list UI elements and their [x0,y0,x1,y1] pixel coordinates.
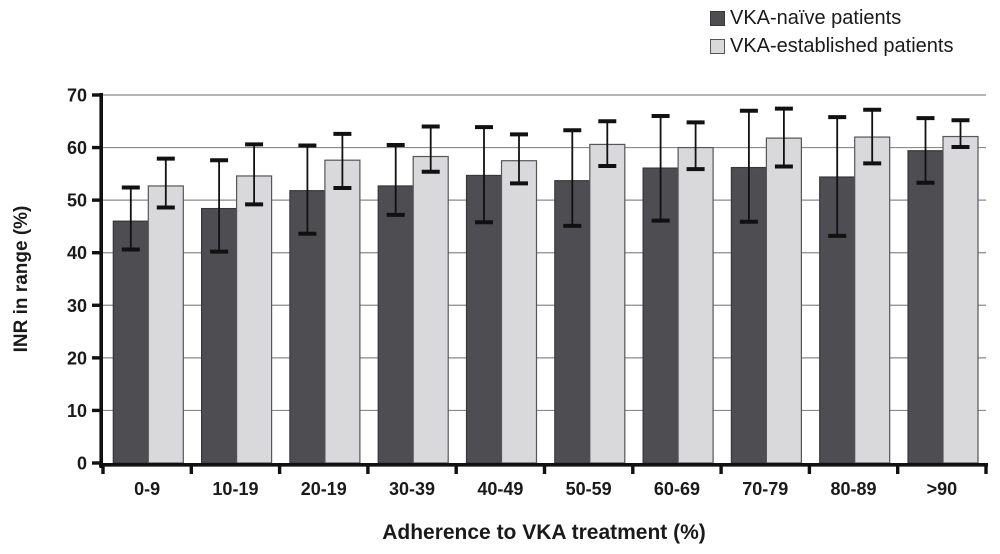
y-axis-title: INR in range (%) [11,205,32,353]
bar-naive-30-39 [377,185,414,464]
x-axis-ticks: 0-9 10-19 20-19 30-39 40-49 50-59 60-69 70-79 80… [101,464,988,499]
bar-naive->90 [907,150,944,464]
legend-swatch-naive-icon [710,10,725,26]
x-tick-label: 0-9 [134,479,160,499]
x-tick-label: 40-49 [477,479,523,499]
bar-naive-0-9 [112,220,149,464]
bar-established-80-89 [854,136,891,464]
x-axis-title: Adherence to VKA treatment (%) [382,521,706,544]
legend-label-naive: VKA-naïve patients [730,6,902,29]
y-tick-label: 20 [67,348,87,368]
x-tick-label: 60-69 [654,479,700,499]
y-tick-label: 70 [67,86,87,106]
bar-established-20-19 [324,159,361,464]
x-tick-label: 50-59 [566,479,612,499]
bar-established-10-19 [236,175,273,464]
legend-item-naive: VKA-naïve patients [710,6,953,30]
bar-established-40-49 [500,160,538,464]
x-tick-label: 10-19 [212,479,258,499]
y-axis-ticks: 0 10 20 30 40 50 60 70 [67,86,103,474]
y-tick-label: 40 [67,243,87,263]
y-tick-label: 60 [67,138,87,158]
bar-established-60-69 [677,146,714,464]
x-tick-label: 70-79 [742,479,788,499]
bar-established-70-79 [765,137,803,464]
bars [112,135,979,464]
error-bars [121,106,970,254]
y-tick-label: 0 [77,454,87,474]
legend-label-established: VKA-established patients [730,34,954,57]
bar-established->90 [942,135,979,464]
bar-established-0-9 [147,185,184,464]
y-tick-label: 30 [67,296,87,316]
chart-legend: VKA-naïve patients VKA-established patie… [710,6,953,58]
x-tick-label: 30-39 [389,479,435,499]
x-tick-label: 80-89 [831,479,877,499]
x-tick-label: 20-19 [301,479,347,499]
legend-swatch-established-icon [710,38,725,54]
y-tick-label: 50 [67,191,87,211]
bar-established-50-59 [589,143,626,464]
bar-established-30-39 [412,155,449,464]
legend-item-established: VKA-established patients [710,34,953,58]
x-tick-label: >90 [927,479,958,499]
y-tick-label: 10 [67,401,87,421]
bar-naive-20-19 [289,190,326,464]
